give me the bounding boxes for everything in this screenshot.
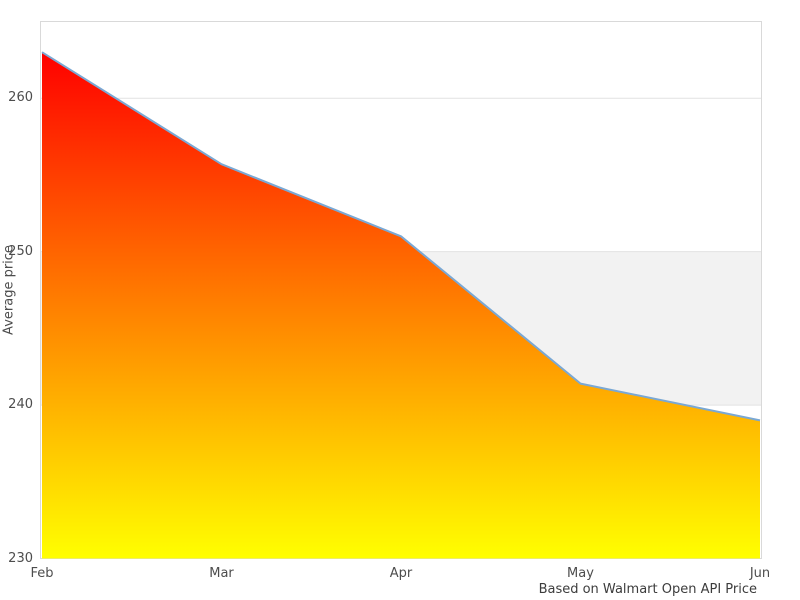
y-tick-label: 250 bbox=[8, 243, 33, 259]
series-line bbox=[41, 51, 761, 422]
x-tick-label: Mar bbox=[209, 566, 234, 581]
y-axis-title: Average price bbox=[1, 245, 17, 335]
y-tick-label: 230 bbox=[8, 550, 33, 566]
area-series bbox=[42, 52, 760, 559]
x-tick-label: Feb bbox=[30, 566, 54, 581]
y-tick-label: 260 bbox=[8, 90, 33, 106]
x-tick-label: Apr bbox=[389, 566, 413, 581]
x-tick-label: May bbox=[567, 566, 594, 581]
caption: Based on Walmart Open API Price bbox=[538, 582, 757, 597]
x-tick-label: Jun bbox=[749, 566, 771, 581]
y-tick-label: 240 bbox=[8, 397, 33, 413]
